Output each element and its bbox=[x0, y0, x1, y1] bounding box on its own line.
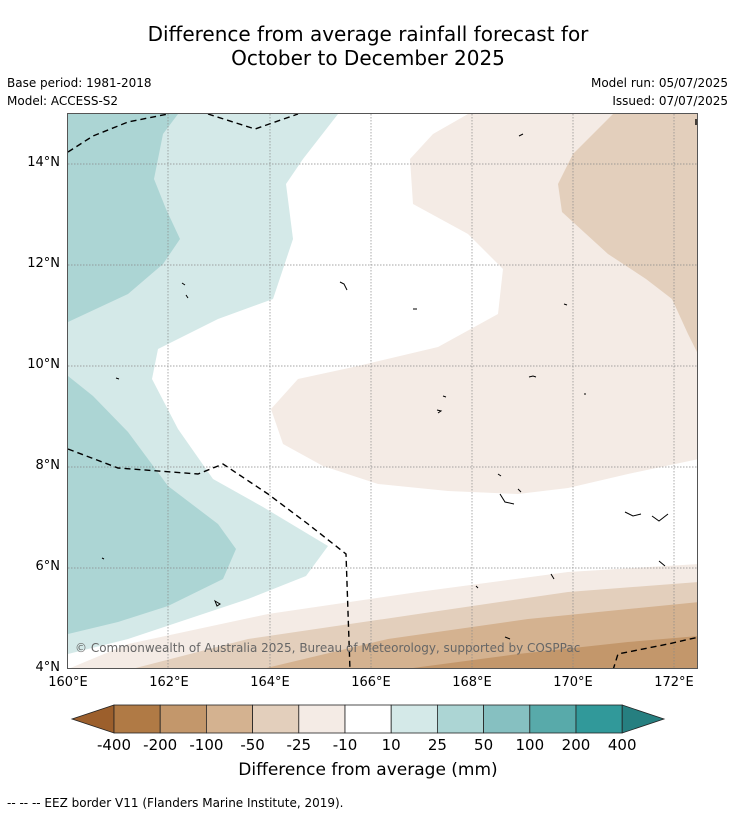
region-teal-mid-north bbox=[68, 114, 180, 322]
model-run: Model run: 05/07/2025 bbox=[590, 76, 728, 90]
island bbox=[442, 395, 447, 398]
colorbar-tick-label: 25 bbox=[427, 736, 447, 754]
eez-border-central bbox=[68, 448, 351, 668]
lon-label: 166°E bbox=[351, 675, 391, 690]
lat-label: 12°N bbox=[27, 256, 60, 271]
colorbar-segment bbox=[529, 704, 577, 734]
island bbox=[115, 377, 120, 380]
colorbar-segment bbox=[252, 704, 300, 734]
eez-border-nw bbox=[68, 114, 169, 153]
colorbar-tick-label: -50 bbox=[240, 736, 265, 754]
island bbox=[436, 409, 443, 414]
island bbox=[563, 303, 568, 306]
region-teal-mid-south bbox=[68, 376, 236, 634]
colorbar-tick-label: -200 bbox=[143, 736, 178, 754]
island bbox=[185, 294, 189, 299]
island bbox=[658, 560, 666, 567]
map-title: Difference from average rainfall forecas… bbox=[0, 22, 736, 70]
lat-label: 14°N bbox=[27, 155, 60, 170]
lon-label: 172°E bbox=[654, 675, 694, 690]
colorbar-segment bbox=[298, 704, 346, 734]
colorbar-tick-label: 200 bbox=[561, 736, 591, 754]
island bbox=[550, 573, 555, 580]
meta-right: Model run: 05/07/2025 Issued: 07/07/2025 bbox=[591, 74, 728, 110]
island bbox=[497, 473, 502, 477]
eez-border-se bbox=[612, 636, 697, 668]
colorbar-segment bbox=[483, 704, 531, 734]
colorbar-segment bbox=[344, 704, 392, 734]
lat-label: 8°N bbox=[35, 458, 61, 473]
model-name: Model: ACCESS-S2 bbox=[7, 94, 119, 108]
forecast-map bbox=[67, 113, 698, 669]
colorbar-title: Difference from average (mm) bbox=[238, 760, 498, 780]
lat-label: 6°N bbox=[35, 559, 61, 574]
title-line-2: October to December 2025 bbox=[231, 46, 505, 70]
island bbox=[181, 282, 186, 286]
island bbox=[213, 599, 221, 607]
colorbar-segment bbox=[575, 704, 623, 734]
island bbox=[518, 133, 524, 137]
island bbox=[528, 375, 537, 378]
issued-date: Issued: 07/07/2025 bbox=[612, 94, 728, 108]
colorbar-tick-label: 400 bbox=[607, 736, 637, 754]
colorbar-segment bbox=[205, 704, 253, 734]
colorbar-arrow-right bbox=[621, 704, 666, 734]
lat-label: 10°N bbox=[27, 357, 60, 372]
colorbar-tick-label: -400 bbox=[96, 736, 132, 754]
island bbox=[101, 557, 105, 560]
eez-borders bbox=[68, 114, 697, 668]
colorbar bbox=[70, 704, 666, 734]
colorbar-tick-label: -10 bbox=[332, 736, 358, 754]
region-brown-tan-ne bbox=[558, 114, 697, 352]
island bbox=[517, 488, 522, 493]
island bbox=[624, 511, 642, 517]
colorbar-tick-label: -25 bbox=[286, 736, 312, 754]
colorbar-tick-label: 100 bbox=[515, 736, 545, 754]
colorbar-segment bbox=[113, 704, 161, 734]
lon-label: 162°E bbox=[149, 675, 189, 690]
base-period: Base period: 1981-2018 bbox=[7, 76, 152, 90]
island bbox=[651, 513, 669, 522]
copyright-note: © Commonwealth of Australia 2025, Bureau… bbox=[75, 641, 581, 655]
island bbox=[499, 493, 515, 505]
colorbar-segment bbox=[390, 704, 438, 734]
map-svg bbox=[68, 114, 697, 668]
islands bbox=[101, 133, 669, 640]
island bbox=[475, 585, 479, 589]
eez-footnote: -- -- -- EEZ border V11 (Flanders Marine… bbox=[7, 796, 344, 810]
island bbox=[339, 281, 348, 291]
colorbar-tick-label: -100 bbox=[189, 736, 224, 754]
lat-label: 4°N bbox=[35, 660, 61, 675]
title-line-1: Difference from average rainfall forecas… bbox=[147, 22, 589, 46]
colorbar-tick-label: 50 bbox=[474, 736, 494, 754]
island bbox=[504, 636, 511, 640]
colorbar-arrow-left bbox=[70, 704, 115, 734]
lon-label: 168°E bbox=[452, 675, 492, 690]
colorbar-segment bbox=[436, 704, 484, 734]
colorbar-tick-label: 10 bbox=[381, 736, 401, 754]
lon-label: 170°E bbox=[553, 675, 593, 690]
meta-left: Base period: 1981-2018 Model: ACCESS-S2 bbox=[7, 74, 152, 110]
lon-label: 160°E bbox=[48, 675, 88, 690]
colorbar-segment bbox=[159, 704, 207, 734]
lon-label: 164°E bbox=[250, 675, 290, 690]
gridlines bbox=[68, 114, 697, 668]
region-brown-s4 bbox=[413, 636, 697, 668]
